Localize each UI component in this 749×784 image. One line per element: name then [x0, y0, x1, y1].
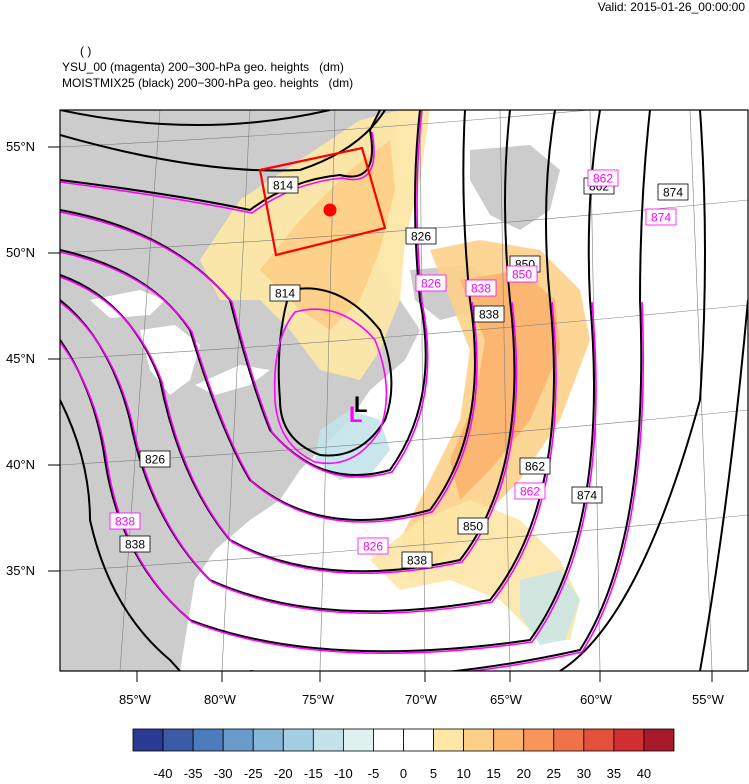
colorbar-tick-label: -30 [213, 766, 233, 781]
contour-label: 850 [463, 520, 483, 534]
lat-label: 50°N [6, 245, 36, 260]
colorbar-swatch [613, 728, 645, 752]
colorbar [132, 728, 675, 752]
valid-time: Valid: 2015-01-26_00:00:00 [597, 0, 745, 14]
colorbar-swatch [493, 728, 525, 752]
colorbar-swatch [252, 728, 284, 752]
colorbar-tick-label: 15 [486, 766, 501, 781]
colorbar-tick-label: 30 [576, 766, 592, 781]
colorbar-swatch [553, 728, 585, 752]
colorbar-tick-label: 40 [636, 766, 652, 781]
header-line2: MOISTMIX25 (black) 200−300-hPa geo. heig… [62, 76, 354, 90]
colorbar-swatch [523, 728, 555, 752]
colorbar-tick-label: 0 [399, 766, 408, 781]
contour-label: 874 [651, 211, 671, 225]
lon-label: 85°W [119, 692, 151, 707]
colorbar-tick-label: 20 [516, 766, 531, 781]
contour-label: 814 [275, 287, 295, 301]
lon-label: 70°W [405, 692, 437, 707]
red-region-box [258, 146, 387, 257]
colorbar-tick-label: 5 [429, 766, 438, 781]
low-marker-magenta: L [349, 402, 362, 427]
colorbar-tick-label: -25 [243, 766, 263, 781]
colorbar-tick-label: -40 [153, 766, 173, 781]
low-marker-black: L [354, 392, 367, 417]
colorbar-swatch [222, 728, 254, 752]
lon-label: 65°W [490, 692, 522, 707]
colorbar-swatch [282, 728, 314, 752]
contour-label: 874 [577, 489, 597, 503]
lon-label: 60°W [580, 692, 612, 707]
colorbar-swatch [583, 728, 615, 752]
lat-label: 40°N [6, 457, 36, 472]
colorbar-swatch [192, 728, 224, 752]
contour-label: 838 [115, 515, 135, 529]
contour-label: 826 [411, 230, 431, 244]
contour-label: 814 [273, 179, 293, 193]
black-contour-labels: 814 814 826 826 838 838 838 850 850 862 … [119, 176, 689, 569]
colorbar-swatch [312, 728, 344, 752]
colorbar-swatch [373, 728, 404, 752]
lat-label: 55°N [6, 139, 36, 154]
land-newfoundland [470, 145, 560, 230]
map-frame [59, 109, 749, 672]
colorbar-tick-label: 35 [606, 766, 622, 781]
lake-superior [90, 290, 165, 318]
colorbar-tick-label: 25 [546, 766, 561, 781]
colorbar-swatch [433, 728, 465, 752]
colorbar-swatch [162, 728, 194, 752]
lat-label: 35°N [6, 563, 36, 578]
contour-label: 838 [471, 282, 491, 296]
contour-label: 850 [512, 268, 532, 282]
header-blank-line: ( ) [80, 44, 92, 58]
lat-label: 45°N [6, 351, 36, 366]
lon-label: 55°W [692, 692, 724, 707]
map-area [60, 110, 748, 671]
contour-label: 826 [145, 453, 165, 467]
colorbar-tick-label: -10 [333, 766, 353, 781]
contour-label: 862 [520, 485, 540, 499]
contour-label: 838 [479, 308, 499, 322]
shade-north-core [260, 140, 395, 330]
contour-label: 874 [663, 186, 683, 200]
colorbar-swatch [463, 728, 495, 752]
lon-label: 75°W [302, 692, 334, 707]
colorbar-tick-label: -20 [273, 766, 293, 781]
contour-label: 862 [525, 460, 545, 474]
colorbar-tick-label: -35 [183, 766, 203, 781]
colorbar-tick-label: -15 [303, 766, 323, 781]
header-line1: YSU_00 (magenta) 200−300-hPa geo. height… [62, 60, 344, 74]
contour-label: 838 [407, 554, 427, 568]
contour-label: 826 [421, 277, 441, 291]
contour-label: 826 [363, 540, 383, 554]
magenta-contours [60, 110, 644, 671]
contour-label: 838 [125, 538, 145, 552]
frame-ticks [48, 146, 713, 682]
colorbar-swatch [342, 728, 374, 752]
colorbar-swatch [403, 728, 434, 752]
colorbar-tick-label: -5 [367, 766, 380, 781]
lake-michigan-huron [140, 325, 200, 395]
colorbar-swatch [132, 728, 164, 752]
contour-label: 862 [593, 172, 613, 186]
colorbar-swatch [643, 728, 675, 752]
lon-label: 80°W [204, 692, 236, 707]
colorbar-tick-label: 10 [456, 766, 471, 781]
red-point-marker [323, 203, 337, 217]
magenta-contour-labels: 826 826 838 838 850 862 862 874 [109, 169, 677, 555]
